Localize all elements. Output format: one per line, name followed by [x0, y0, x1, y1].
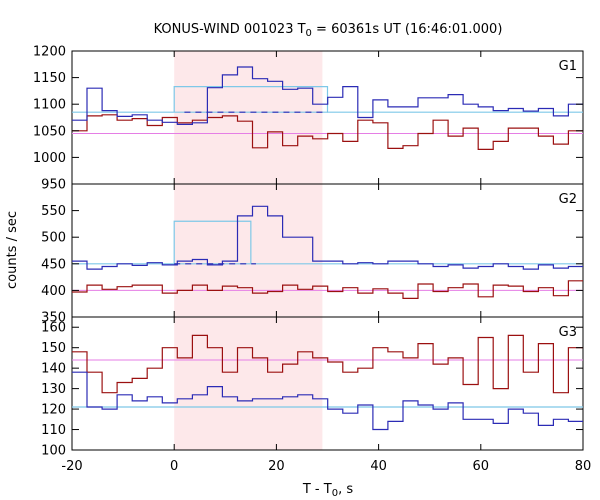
shaded-interval-layer: [174, 51, 323, 450]
panel-g3-y-tick-label: 150: [41, 341, 66, 356]
panel-g3-y-tick-label: 130: [41, 382, 66, 397]
axes-layer: 95010001050110011501200G1350400450500550…: [33, 45, 591, 475]
panel-g3-y-tick-label: 140: [41, 362, 66, 377]
panel-g1-red-series: [72, 114, 583, 150]
panel-g3-y-tick-label: 120: [41, 403, 66, 418]
panel-g2-name: G2: [559, 192, 577, 207]
panel-g1-y-tick-label: 950: [41, 178, 66, 193]
shaded-interval: [174, 51, 323, 450]
x-tick-label: 60: [473, 459, 490, 474]
panel-g3-blue-series: [72, 371, 583, 431]
panel-g2-y-tick-label: 550: [41, 204, 66, 219]
panel-g1-name: G1: [559, 59, 577, 74]
x-tick-label: 40: [370, 459, 387, 474]
panel-g3-frame: [71, 316, 584, 451]
panel-g1-blue-series: [72, 66, 583, 125]
panel-frames-layer: [71, 50, 584, 451]
y-axis-label: counts / sec: [5, 211, 20, 289]
panel-g2-frame: [71, 183, 584, 318]
x-tick-label: -20: [61, 459, 82, 474]
chart-title: KONUS-WIND 001023 T0 = 60361s UT (16:46:…: [154, 22, 503, 39]
panel-g2-y-tick-label: 400: [41, 284, 66, 299]
x-tick-label: 0: [170, 459, 178, 474]
panel-g2-red-series: [72, 280, 583, 299]
panel-g2-y-tick-label: 350: [41, 311, 66, 326]
panel-g2-y-tick-label: 500: [41, 231, 66, 246]
panel-g1-y-tick-label: 1200: [33, 45, 66, 60]
panel-g1-y-tick-label: 1050: [33, 124, 66, 139]
panel-g2-y-tick-label: 450: [41, 257, 66, 272]
x-tick-label: 20: [268, 459, 285, 474]
series-layer: [72, 66, 583, 431]
panel-g1-y-tick-label: 1100: [33, 98, 66, 113]
panel-g3-y-tick-label: 110: [41, 423, 66, 438]
panel-g2-cyan-peak: [173, 220, 252, 264]
panel-g1-frame: [71, 50, 584, 185]
panel-g3-name: G3: [559, 325, 577, 340]
x-tick-label: 80: [575, 459, 592, 474]
panel-g1-y-tick-label: 1000: [33, 151, 66, 166]
panel-g2-blue-series: [72, 205, 583, 270]
x-axis-label: T - T0, s: [302, 482, 353, 499]
panel-g3-red-series: [72, 334, 583, 394]
panel-g3-y-tick-label: 160: [41, 321, 66, 336]
panel-g3-y-tick-label: 100: [41, 444, 66, 459]
panel-g1-y-tick-label: 1150: [33, 71, 66, 86]
